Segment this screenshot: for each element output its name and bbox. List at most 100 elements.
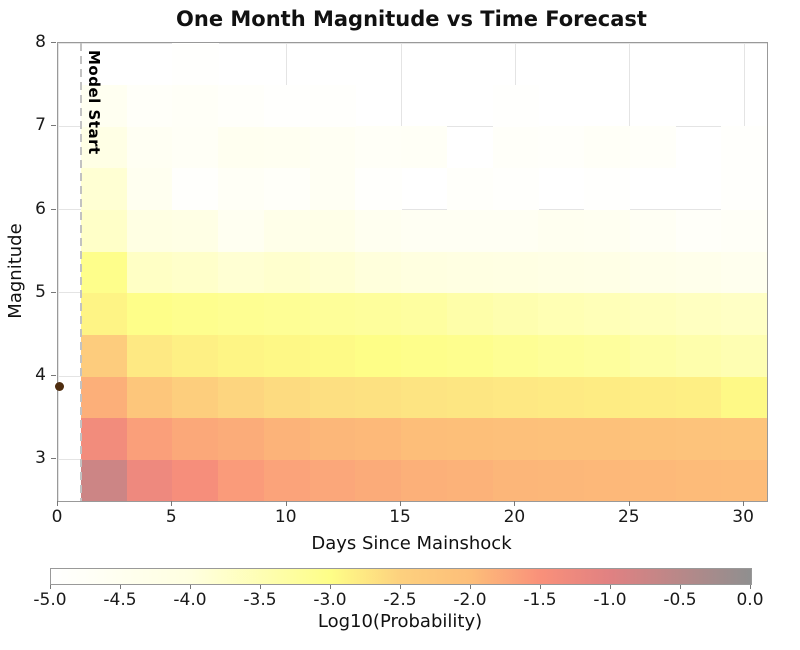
heatmap-cell bbox=[675, 334, 722, 377]
colorbar-tick-mark bbox=[50, 585, 51, 589]
y-axis-title: Magnitude bbox=[5, 223, 26, 319]
heatmap-cell bbox=[721, 292, 768, 335]
heatmap-cell bbox=[80, 251, 128, 294]
colorbar-tick-mark bbox=[400, 585, 401, 589]
heatmap-cell bbox=[309, 84, 356, 127]
colorbar-tick-label: -3.5 bbox=[243, 590, 277, 610]
heatmap-cell bbox=[721, 209, 768, 252]
x-tick-label: 20 bbox=[503, 507, 526, 527]
heatmap-cell bbox=[538, 376, 585, 419]
colorbar-tick-mark bbox=[750, 585, 751, 589]
heatmap-cell bbox=[446, 209, 494, 252]
colorbar-tick-label: -2.5 bbox=[383, 590, 417, 610]
heatmap-cell bbox=[263, 84, 311, 127]
colorbar-tick-mark bbox=[680, 585, 681, 589]
colorbar bbox=[50, 568, 752, 585]
heatmap-cell bbox=[492, 84, 539, 127]
model-start-label: Model Start bbox=[84, 50, 103, 155]
colorbar-tick-label: -0.5 bbox=[663, 590, 697, 610]
heatmap-cell bbox=[309, 376, 356, 419]
heatmap-cell bbox=[629, 126, 676, 169]
heatmap-cells bbox=[58, 43, 768, 502]
colorbar-tick-mark bbox=[120, 585, 121, 589]
colorbar-tick-label: -1.5 bbox=[523, 590, 557, 610]
heatmap-cell bbox=[172, 376, 219, 419]
heatmap-cell bbox=[172, 43, 219, 86]
heatmap-cell bbox=[492, 209, 539, 252]
heatmap-cell bbox=[355, 459, 402, 502]
heatmap-cell bbox=[126, 84, 173, 127]
heatmap-cell bbox=[401, 334, 448, 377]
heatmap-cell bbox=[309, 459, 356, 502]
heatmap-cell bbox=[263, 459, 311, 502]
heatmap-cell bbox=[355, 417, 402, 460]
y-tick-label: 3 bbox=[35, 448, 46, 469]
heatmap-cell bbox=[126, 417, 173, 460]
heatmap-cell bbox=[675, 376, 722, 419]
heatmap-cell bbox=[172, 167, 219, 211]
heatmap-cell bbox=[492, 126, 539, 169]
heatmap-cell bbox=[492, 376, 539, 419]
x-tick-mark bbox=[628, 501, 630, 506]
y-tick-mark bbox=[51, 458, 56, 460]
heatmap-cell bbox=[584, 126, 631, 169]
heatmap-cell bbox=[584, 251, 631, 294]
heatmap-cell bbox=[721, 459, 768, 502]
heatmap-cell bbox=[218, 292, 265, 335]
heatmap-cell bbox=[126, 251, 173, 294]
heatmap-cell bbox=[538, 417, 585, 460]
heatmap-cell bbox=[629, 251, 676, 294]
heatmap-cell bbox=[218, 251, 265, 294]
heatmap-cell bbox=[263, 251, 311, 294]
heatmap-cell bbox=[446, 376, 494, 419]
heatmap-cell bbox=[218, 84, 265, 127]
y-tick-label: 4 bbox=[35, 365, 46, 386]
heatmap-cell bbox=[218, 376, 265, 419]
heatmap-cell bbox=[80, 209, 128, 252]
heatmap-cell bbox=[355, 334, 402, 377]
x-tick-mark bbox=[743, 501, 745, 506]
heatmap-cell bbox=[492, 459, 539, 502]
heatmap-cell bbox=[263, 126, 311, 169]
heatmap-cell bbox=[263, 376, 311, 419]
heatmap-cell bbox=[538, 459, 585, 502]
heatmap-cell bbox=[355, 251, 402, 294]
y-tick-mark bbox=[51, 375, 56, 377]
colorbar-tick-label: -5.0 bbox=[33, 590, 67, 610]
heatmap-cell bbox=[172, 126, 219, 169]
y-tick-mark bbox=[51, 208, 56, 210]
heatmap-cell bbox=[218, 417, 265, 460]
y-tick-mark bbox=[51, 291, 56, 293]
y-tick-label: 7 bbox=[35, 115, 46, 136]
heatmap-cell bbox=[675, 251, 722, 294]
x-tick-label: 5 bbox=[165, 507, 177, 527]
heatmap-cell bbox=[538, 292, 585, 335]
heatmap-cell bbox=[172, 459, 219, 502]
heatmap-cell bbox=[675, 209, 722, 252]
heatmap-cell bbox=[355, 292, 402, 335]
heatmap-cell bbox=[584, 209, 631, 252]
x-axis-title: Days Since Mainshock bbox=[311, 533, 512, 554]
heatmap-cell bbox=[218, 209, 265, 252]
colorbar-tick-label: -1.0 bbox=[593, 590, 627, 610]
heatmap-cell bbox=[629, 417, 676, 460]
heatmap-cell bbox=[584, 417, 631, 460]
colorbar-tick-label: -4.0 bbox=[173, 590, 207, 610]
heatmap-cell bbox=[629, 334, 676, 377]
colorbar-tick-mark bbox=[330, 585, 331, 589]
heatmap-cell bbox=[309, 126, 356, 169]
heatmap-cell bbox=[172, 334, 219, 377]
heatmap-cell bbox=[446, 167, 494, 211]
heatmap-cell bbox=[126, 376, 173, 419]
heatmap-cell bbox=[538, 251, 585, 294]
heatmap-cell bbox=[126, 209, 173, 252]
x-tick-mark bbox=[57, 501, 58, 506]
heatmap-cell bbox=[401, 376, 448, 419]
heatmap-cell bbox=[80, 459, 128, 502]
x-tick-label: 10 bbox=[274, 507, 297, 527]
plot-area: Model Start bbox=[55, 42, 768, 502]
heatmap-cell bbox=[721, 251, 768, 294]
x-tick-label: 25 bbox=[617, 507, 640, 527]
heatmap-cell bbox=[584, 167, 631, 211]
